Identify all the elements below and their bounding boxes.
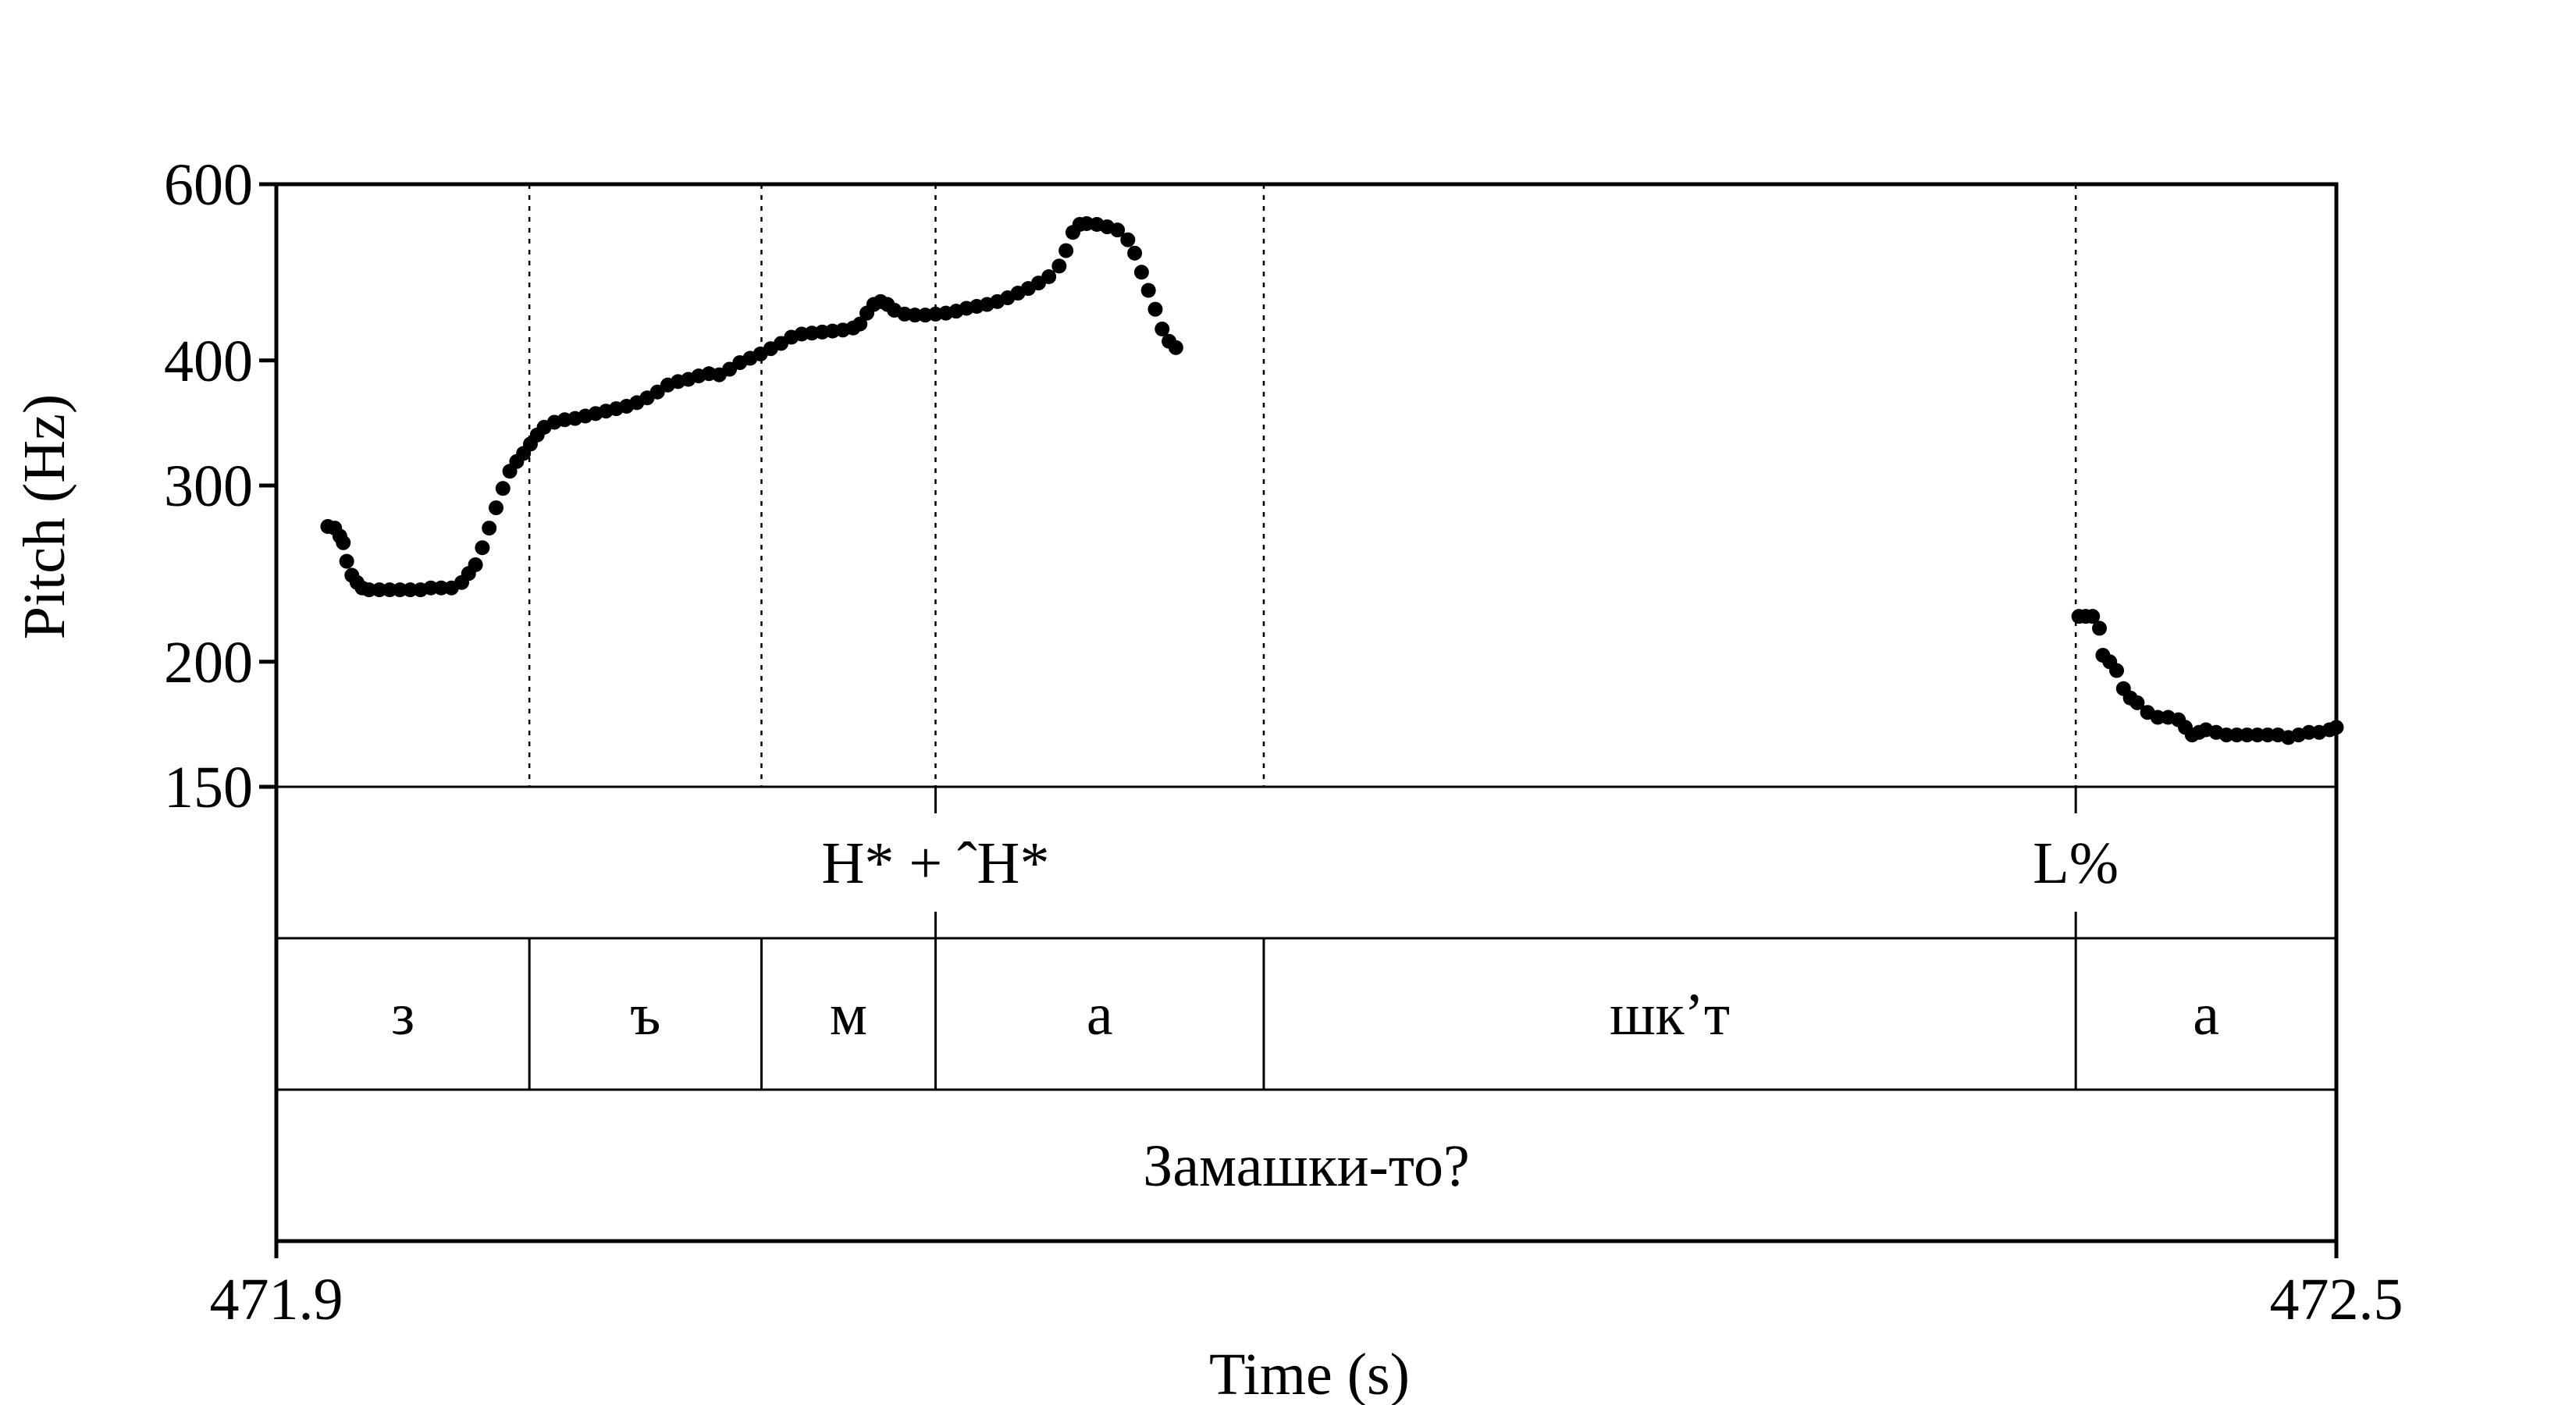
x-tick-label: 471.9 — [210, 1267, 343, 1332]
pitch-point — [2250, 727, 2265, 743]
pitch-point — [1155, 322, 1170, 337]
pitch-point — [1127, 245, 1143, 261]
y-tick-label: 150 — [164, 755, 253, 820]
point-label: L% — [2033, 831, 2119, 896]
pitch-point — [336, 535, 351, 550]
pitch-point — [488, 500, 503, 516]
point-label: H* + ˆH* — [822, 831, 1050, 896]
pitch-point — [1120, 232, 1136, 247]
pitch-point — [1110, 222, 1126, 238]
pitch-point — [2150, 710, 2165, 725]
pitch-point — [433, 580, 449, 596]
pitch-point — [2092, 621, 2108, 636]
interval-label: а — [2193, 982, 2219, 1048]
pitch-point — [2301, 724, 2317, 740]
pitch-point — [339, 553, 354, 569]
pitch-point — [468, 557, 483, 573]
interval-label: з — [391, 982, 415, 1048]
y-tick-label: 200 — [164, 630, 253, 695]
pitch-point — [1041, 269, 1057, 284]
pitch-point — [1168, 340, 1183, 355]
pitch-point — [2109, 663, 2125, 678]
interval-label: а — [1087, 982, 1113, 1048]
pitch-point — [403, 582, 418, 598]
annotation-tiers: H* + ˆH* L% з ъ м а шк’т а Замашки-то? — [391, 787, 2219, 1199]
pitch-point — [2260, 727, 2275, 743]
pitch-point — [2218, 727, 2234, 743]
pitch-point — [2240, 727, 2255, 743]
pitch-point — [1051, 258, 1067, 274]
pitch-point — [2229, 727, 2244, 743]
pitch-point — [1147, 301, 1163, 317]
pitch-point — [1059, 243, 1074, 258]
pitch-point — [1133, 265, 1149, 280]
y-tick-label: 600 — [164, 152, 253, 218]
pitch-point — [392, 582, 407, 598]
y-axis: 150 200 300 400 600 — [164, 152, 276, 820]
pitch-point — [423, 580, 439, 596]
x-axis: 471.9 472.5 — [210, 1241, 2403, 1332]
y-axis-label: Pitch (Hz) — [12, 394, 77, 639]
pitch-point — [482, 521, 497, 536]
pitch-point — [852, 316, 868, 332]
interval-label: ъ — [630, 982, 660, 1048]
interval-label: Замашки-то? — [1143, 1133, 1469, 1199]
y-tick-label: 400 — [164, 329, 253, 394]
x-tick-label: 472.5 — [2270, 1267, 2403, 1332]
x-axis-label: Time (s) — [1209, 1342, 1410, 1405]
pitch-point — [361, 582, 377, 598]
interval-label: шк’т — [1610, 982, 1730, 1048]
tier-separators — [276, 785, 2336, 1091]
pitch-point — [2129, 695, 2145, 710]
interval-label: м — [830, 982, 867, 1048]
pitch-point — [1140, 283, 1156, 298]
pitch-point — [2085, 609, 2101, 624]
pitch-point — [382, 582, 397, 598]
boundary-guides — [528, 184, 2077, 787]
pitch-point — [907, 308, 923, 323]
pitch-point — [495, 481, 511, 496]
y-tick-label: 300 — [164, 454, 253, 519]
pitch-point — [475, 540, 490, 556]
pitch-point — [372, 582, 387, 598]
pitch-points — [320, 215, 2344, 745]
plot-frame — [274, 182, 2339, 1243]
